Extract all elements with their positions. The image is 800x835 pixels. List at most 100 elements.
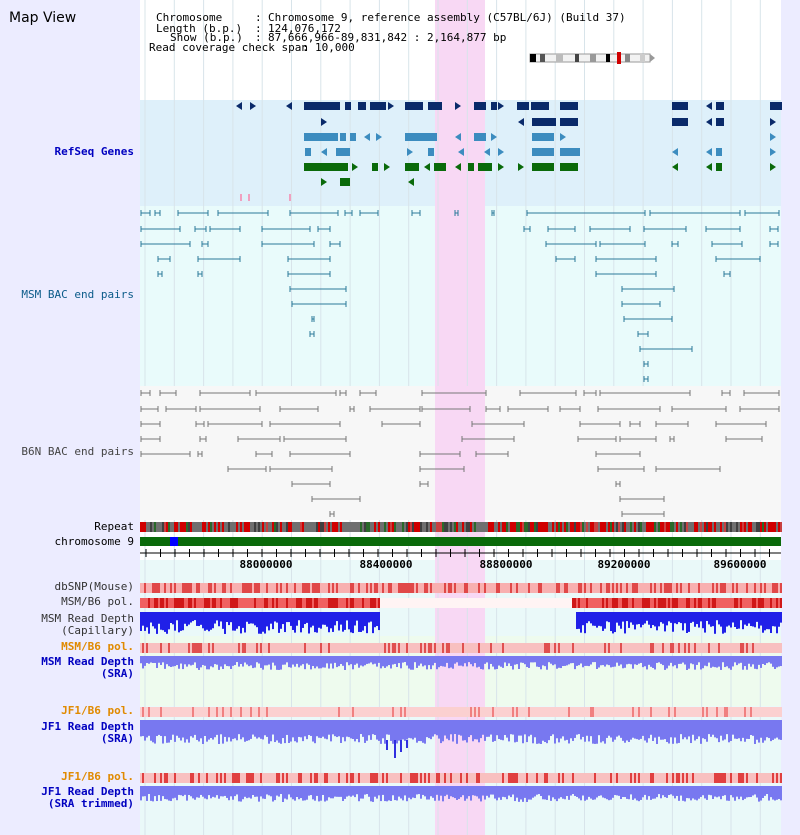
- jf1-depth-trimmed-bar: [352, 786, 354, 796]
- jf1-b6-pol-trimmed-strip: [242, 773, 244, 783]
- msm-depth-capillary-bar: [202, 612, 204, 629]
- dbsnp-strip: [374, 583, 376, 593]
- msm-b6-pol-strip: [748, 598, 750, 608]
- jf1-b6-pol-label[interactable]: JF1/B6 pol.: [61, 704, 134, 717]
- msm-b6-pol-sra-label[interactable]: MSM/B6 pol.: [61, 640, 134, 653]
- dbsnp-strip: [392, 583, 394, 593]
- msm-b6-pol-sra-strip: [144, 643, 146, 653]
- msm-b6-pol-sra-strip: [288, 643, 290, 653]
- repeat-element: [288, 522, 290, 532]
- dbsnp-strip: [410, 583, 412, 593]
- msm-depth-capillary-bar: [160, 612, 162, 630]
- msm-depth-capillary-bar: [206, 612, 208, 630]
- msm-b6-pol-sra-strip: [640, 643, 642, 653]
- jf1-b6-pol-strip: [614, 707, 616, 717]
- jf1-b6-pol-strip: [152, 707, 154, 717]
- jf1-b6-pol-strip: [194, 707, 196, 717]
- jf1-b6-pol-strip: [228, 707, 230, 717]
- msm-depth-sra-bar: [572, 656, 574, 664]
- jf1-b6-pol-strip: [314, 707, 316, 717]
- jf1-b6-pol-trimmed-strip: [576, 773, 578, 783]
- refseq-genes-label[interactable]: RefSeq Genes: [54, 145, 134, 158]
- jf1-depth-trimmed-label[interactable]: JF1 Read Depth: [41, 785, 134, 798]
- jf1-b6-pol-trimmed-strip: [702, 773, 704, 783]
- msm-depth-sra-bar: [648, 656, 650, 665]
- repeat-element: [538, 522, 540, 532]
- jf1-b6-pol-strip: [316, 707, 318, 717]
- jf1-depth-sra-label[interactable]: JF1 Read Depth: [41, 720, 134, 733]
- b6n-bac-label[interactable]: B6N BAC end pairs: [21, 445, 134, 458]
- jf1-depth-trimmed-bar: [542, 786, 544, 800]
- msm-depth-sra-bar: [160, 656, 162, 665]
- msm-depth-sra-bar: [384, 656, 386, 668]
- jf1-b6-pol-trimmed-strip: [524, 773, 526, 783]
- msm-depth-capillary-label[interactable]: MSM Read Depth: [41, 612, 134, 625]
- show-value: 87,666,966-89,831,842 : 2,164,877 bp: [268, 31, 507, 44]
- msm-b6-pol-strip: [524, 598, 526, 608]
- jf1-b6-pol-strip: [566, 707, 568, 717]
- dbsnp-strip: [462, 583, 464, 593]
- jf1-depth-sra-sublabel: (SRA): [100, 732, 134, 745]
- jf1-b6-pol-strip: [664, 707, 666, 717]
- jf1-b6-pol-strip: [632, 707, 634, 717]
- msm-b6-pol-strip: [544, 598, 546, 608]
- jf1-depth-trimmed-bar: [466, 786, 468, 799]
- jf1-depth-trimmed-bar: [580, 786, 582, 801]
- jf1-b6-pol-strip: [492, 707, 494, 717]
- msm-depth-sra-bar: [466, 656, 468, 667]
- msm-depth-sra-label[interactable]: MSM Read Depth: [41, 655, 134, 668]
- jf1-depth-trimmed-bar: [314, 786, 316, 801]
- msm-depth-sra-bar: [170, 656, 172, 667]
- jf1-b6-pol-trimmed-strip: [378, 773, 380, 783]
- dbsnp-label[interactable]: dbSNP(Mouse): [54, 580, 134, 593]
- repeat-element: [632, 522, 634, 532]
- msm-b6-pol-label[interactable]: MSM/B6 pol.: [61, 595, 134, 608]
- msm-depth-sra-bar: [606, 656, 608, 665]
- jf1-depth-trimmed-bar: [680, 786, 682, 796]
- msm-depth-sra-bar: [510, 656, 512, 667]
- msm-b6-pol-strip: [752, 598, 754, 608]
- jf1-depth-trimmed-bar: [282, 786, 284, 802]
- gene-feature: [560, 118, 578, 126]
- dbsnp-strip: [568, 583, 570, 593]
- jf1-b6-pol-trimmed-strip: [592, 773, 594, 783]
- msm-b6-pol-sra-strip: [642, 643, 644, 653]
- jf1-b6-pol-strip: [398, 707, 400, 717]
- jf1-b6-pol-trimmed-strip: [664, 773, 666, 783]
- jf1-depth-sra-bar: [548, 720, 550, 741]
- msm-b6-pol-sra-strip: [222, 643, 224, 653]
- gene-arrow: [706, 102, 712, 110]
- dbsnp-strip: [428, 583, 430, 593]
- msm-bac-label[interactable]: MSM BAC end pairs: [21, 288, 134, 301]
- jf1-b6-pol-strip: [212, 707, 214, 717]
- jf1-depth-trimmed-bar: [384, 786, 386, 802]
- jf1-depth-sra-bar: [470, 720, 472, 736]
- jf1-b6-pol-trimmed-strip: [462, 773, 464, 783]
- jf1-b6-pol-trimmed-strip: [508, 773, 510, 783]
- msm-depth-capillary-bar: [682, 612, 684, 631]
- dbsnp-strip: [248, 583, 250, 593]
- repeat-element: [424, 522, 426, 532]
- msm-b6-pol-strip: [462, 598, 464, 608]
- msm-depth-sra-bar: [196, 656, 198, 669]
- msm-depth-capillary-bar: [720, 612, 722, 627]
- repeat-element: [158, 522, 160, 532]
- msm-depth-sra-bar: [438, 656, 440, 668]
- jf1-b6-pol-trimmed-strip: [556, 773, 558, 783]
- repeat-element: [366, 522, 368, 532]
- msm-b6-pol-strip: [510, 598, 512, 608]
- msm-depth-capillary-bar: [714, 612, 716, 634]
- jf1-b6-pol-trimmed-strip: [542, 773, 544, 783]
- jf1-depth-sra-bar: [734, 720, 736, 739]
- jf1-b6-pol-trimmed-label[interactable]: JF1/B6 pol.: [61, 770, 134, 783]
- msm-b6-pol-sra-strip: [490, 643, 492, 653]
- repeat-element: [578, 522, 580, 532]
- jf1-depth-trimmed-bar: [146, 786, 148, 801]
- jf1-b6-pol-strip: [456, 707, 458, 717]
- msm-depth-sra-bar: [774, 656, 776, 669]
- msm-depth-capillary-bar: [162, 612, 164, 631]
- msm-depth-sra-bar: [156, 656, 158, 669]
- msm-depth-sra-bar: [686, 656, 688, 670]
- jf1-depth-sra-bar: [338, 720, 340, 737]
